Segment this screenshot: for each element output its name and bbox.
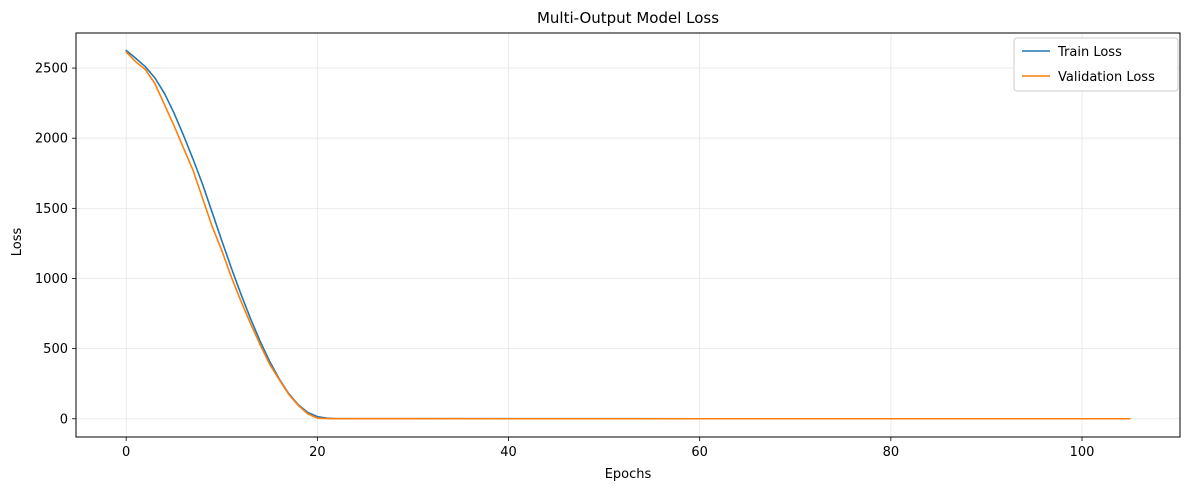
x-tick-label: 80 <box>883 445 900 460</box>
legend-box <box>1013 37 1179 92</box>
x-tick-label: 60 <box>691 445 708 460</box>
x-tick-label: 100 <box>1070 445 1095 460</box>
chart-title: Multi-Output Model Loss <box>537 9 719 27</box>
legend-label-train-loss: Train Loss <box>1057 45 1122 60</box>
y-tick-label: 2500 <box>35 62 68 77</box>
series-lines <box>125 49 1131 420</box>
x-tick-label: 20 <box>309 445 326 460</box>
plot-frame <box>75 32 1181 438</box>
y-tick-label: 1500 <box>35 202 68 217</box>
y-tick-label: 1000 <box>35 272 68 287</box>
y-tick-label: 2000 <box>35 132 68 147</box>
y-tick-label: 0 <box>60 412 68 427</box>
y-tick-label: 500 <box>43 342 68 357</box>
y-axis-label: Loss <box>10 228 25 257</box>
legend: Train Loss Validation Loss <box>1013 37 1179 92</box>
grid <box>76 33 1180 437</box>
x-tick-label: 40 <box>500 445 517 460</box>
x-tick-label: 0 <box>122 445 130 460</box>
x-axis-label: Epochs <box>605 467 652 482</box>
legend-label-validation-loss: Validation Loss <box>1058 70 1155 85</box>
series-line-validation-loss <box>125 51 1131 420</box>
